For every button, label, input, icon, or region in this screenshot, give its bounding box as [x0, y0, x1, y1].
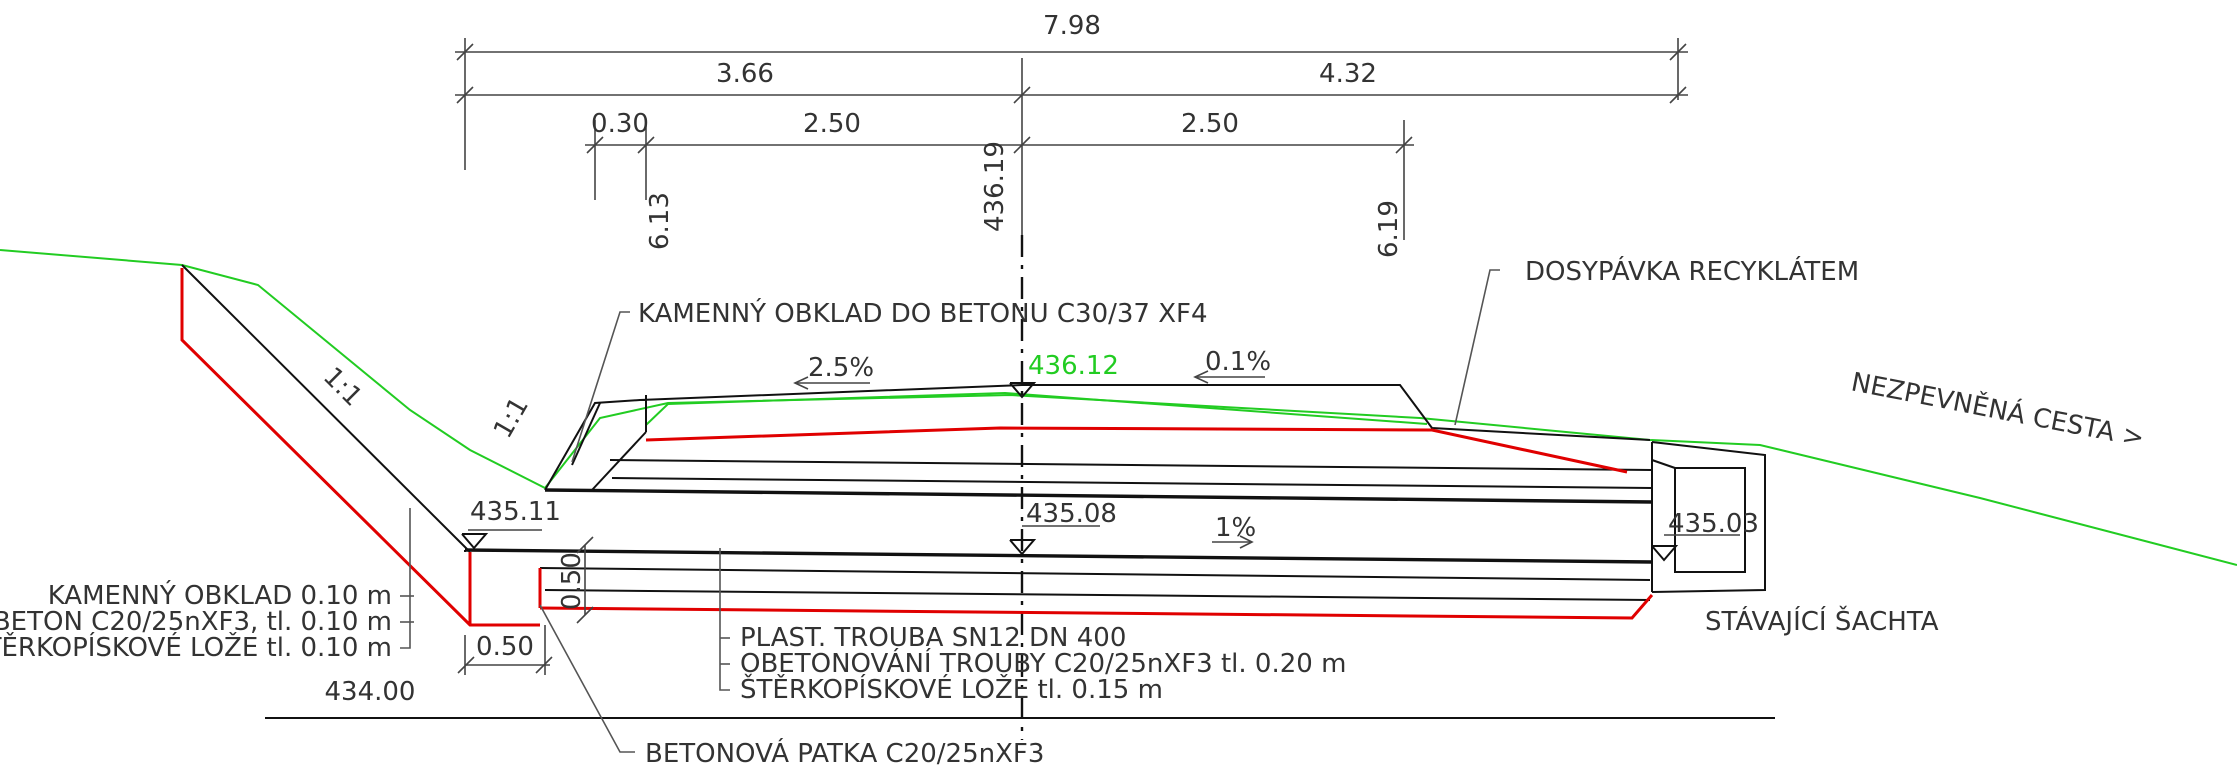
dim-footing-width: 0.50: [476, 632, 534, 662]
level-right-edge: 6.19: [1374, 200, 1404, 258]
dim-total: 7.98: [1043, 11, 1101, 41]
dim-left: 3.66: [716, 59, 774, 89]
dim-width-left: 2.50: [803, 109, 861, 139]
outer-bank: [181, 264, 471, 553]
dim-offset-left: 0.30: [591, 109, 649, 139]
slope-bank-inner: 1:1: [488, 392, 535, 443]
pipe-top: [544, 488, 1653, 504]
bank-concrete: [180, 268, 540, 627]
road-concrete: [645, 426, 1628, 474]
label-pipe-layer-3: ŠTĚRKOPÍSKOVÉ LOŽE tl. 0.15 m: [740, 673, 1163, 705]
slope-road-left: 2.5%: [808, 353, 874, 383]
structure: [181, 235, 1775, 740]
dim-footing-height: 0.50: [557, 552, 587, 610]
pipe-right-marker: [1651, 545, 1679, 562]
annotations: KAMENNÝ OBKLAD DO BETONU C30/37 XF4 DOSY…: [0, 255, 2147, 769]
level-left-edge: 6.13: [645, 192, 675, 250]
label-recycled-fill: DOSYPÁVKA RECYKLÁTEM: [1525, 255, 1859, 287]
label-stone-cladding-top: KAMENNÝ OBKLAD DO BETONU C30/37 XF4: [638, 297, 1208, 329]
shaft-outline: [1651, 441, 1766, 593]
dim-right: 4.32: [1319, 59, 1377, 89]
dim-width-right: 2.50: [1181, 109, 1239, 139]
road-surface: [639, 384, 1651, 441]
label-left-layer-1: KAMENNÝ OBKLAD 0.10 m: [48, 579, 392, 611]
terrain-lines: [0, 249, 2237, 566]
slope-road-right: 0.1%: [1205, 347, 1271, 377]
label-left-layer-3: ŠTĚRKOPÍSKOVÉ LOŽE tl. 0.10 m: [0, 631, 392, 663]
crest-marker: [1009, 382, 1037, 399]
level-axis-top: 436.19: [980, 141, 1010, 232]
level-pipe-right: 435.03: [1668, 509, 1759, 539]
concrete-lines: [180, 268, 1654, 627]
label-pipe-layer-1: PLAST. TROUBA SN12 DN 400: [740, 623, 1126, 653]
pipe-axis-marker: [1009, 539, 1037, 556]
pipe-bottom: [464, 548, 1653, 564]
dimension-chains: 7.98 3.66 4.32 0.30 2.50 2.50 6.13 436.1…: [455, 11, 1688, 258]
pipe-left-marker: [461, 533, 489, 550]
label-pipe-layer-2: OBETONOVÁNÍ TROUBY C20/25nXF3 tl. 0.20 m: [740, 647, 1346, 679]
level-crest: 436.12: [1028, 351, 1119, 381]
level-markers: 436.12 435.11 435.08 435.03 2.5% 0.1% 1%…: [317, 347, 1759, 562]
label-left-layer-2: BETON C20/25nXF3, tl. 0.10 m: [0, 607, 392, 637]
pipe-concrete: [539, 594, 1654, 620]
level-pipe-left: 435.11: [470, 497, 561, 527]
footing-dimensions: 0.50 0.50 434.00: [325, 536, 594, 707]
level-pipe-axis: 435.08: [1026, 499, 1117, 529]
shaft-inner: [1674, 467, 1746, 573]
label-unpaved-road: NEZPEVNĚNÁ CESTA >: [1849, 365, 2147, 453]
fill-top-line: [645, 391, 1428, 426]
label-footing: BETONOVÁ PATKA C20/25nXF3: [645, 737, 1044, 769]
label-existing-shaft: STÁVAJÍCÍ ŠACHTA: [1705, 605, 1939, 637]
slope-pipe: 1%: [1215, 513, 1256, 543]
terrain-line: [0, 249, 2237, 566]
level-datum: 434.00: [325, 677, 416, 707]
